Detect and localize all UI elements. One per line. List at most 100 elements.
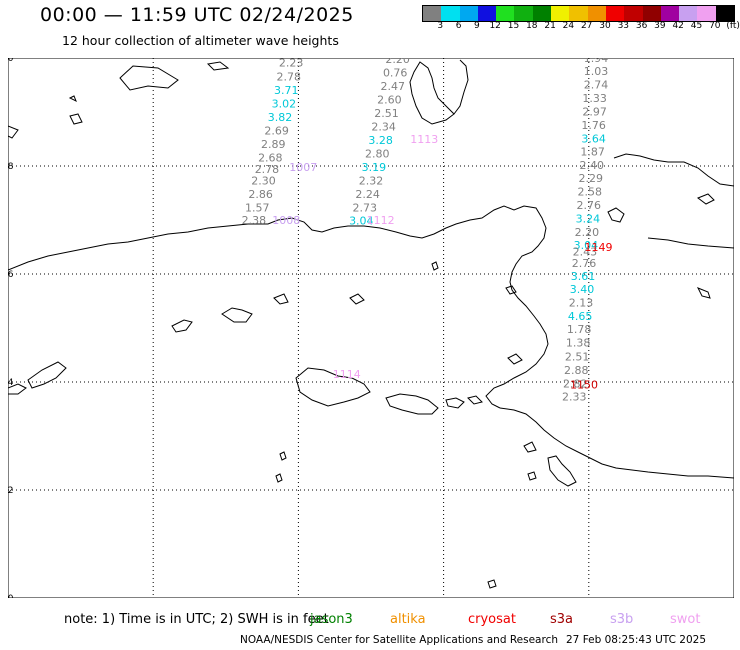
wave-height-value: 2.32 xyxy=(359,175,384,188)
wave-height-value: 2.38 xyxy=(242,214,267,227)
coastline-small-isle-1 xyxy=(68,95,77,103)
wave-height-value: 2.13 xyxy=(569,297,594,310)
coastline-isle-5 xyxy=(221,307,253,323)
coastline-menorca xyxy=(206,61,230,71)
wave-height-value: 2.43 xyxy=(573,245,598,258)
legend-label: 42 xyxy=(672,21,684,31)
wave-height-value: 2.20 xyxy=(385,58,410,66)
wave-height-value: 2.76 xyxy=(577,199,602,212)
track-id-label: 1114 xyxy=(333,368,361,381)
wave-height-value: 3.24 xyxy=(576,212,601,225)
legend-swatch xyxy=(441,6,460,21)
wave-height-value: 2.60 xyxy=(377,94,402,107)
legend-swatch xyxy=(587,6,606,21)
wave-height-value: 1.03 xyxy=(584,65,609,78)
wave-height-value: 2.40 xyxy=(579,159,604,172)
legend-label: 33 xyxy=(617,21,630,31)
coastline-italy-south xyxy=(647,237,734,249)
legend-swatch xyxy=(477,6,497,21)
wave-height-value: 2.78 xyxy=(255,163,280,176)
coastline-right-top xyxy=(696,193,715,205)
footer-timestamp: 27 Feb 08:25:43 UTC 2025 xyxy=(566,634,706,646)
wave-height-value: 0.76 xyxy=(383,67,408,80)
coastline-isle-8 xyxy=(27,361,67,389)
legend-label: 15 xyxy=(507,21,520,31)
map-frame xyxy=(8,58,734,598)
legend-label: 21 xyxy=(544,21,556,31)
wave-height-value: 2.33 xyxy=(562,391,587,404)
coastline-djerba xyxy=(295,367,371,407)
legend-label: 70 xyxy=(709,21,721,31)
coastline-spain xyxy=(8,125,19,139)
lat-tick-label: 34 xyxy=(8,378,14,388)
color-legend xyxy=(422,5,736,22)
coastline-balearic xyxy=(119,65,179,91)
coastline-isle-16 xyxy=(279,451,287,461)
wave-height-value: 2.68 xyxy=(258,151,283,164)
wave-height-value: 3.02 xyxy=(272,97,297,110)
legend-label: 3 xyxy=(437,21,444,31)
legend-label: 12 xyxy=(489,21,501,31)
satellite-name: cryosat xyxy=(468,612,516,627)
coastline-isle-3 xyxy=(467,395,483,405)
satellite-name: s3b xyxy=(610,612,634,627)
lat-tick-label: 40 xyxy=(8,58,14,64)
coastline-pantelleria xyxy=(696,287,711,299)
graticule xyxy=(8,58,734,598)
wave-height-value: 3.04 xyxy=(574,239,599,252)
wave-height-value: 1.33 xyxy=(582,92,607,105)
axis-ticks: 40383634323003691215 xyxy=(8,58,14,598)
wave-height-value: 3.64 xyxy=(581,132,606,145)
legend-swatch xyxy=(496,6,515,21)
legend-label: 39 xyxy=(654,21,666,31)
wave-height-value: 2.23 xyxy=(279,58,304,69)
coastline-isle-4 xyxy=(171,319,193,333)
wave-height-value: 3.61 xyxy=(571,270,596,283)
lat-tick-label: 38 xyxy=(8,162,14,172)
wave-height-value: 2.88 xyxy=(564,364,589,377)
wave-height-value: 1.94 xyxy=(584,58,609,65)
coastline-kerkennah xyxy=(385,393,439,415)
wave-height-value: 2.51 xyxy=(374,107,399,120)
lat-tick-label: 30 xyxy=(8,594,14,598)
legend-swatch xyxy=(532,6,552,21)
color-legend-labels: 3 6 9 12 15 18 21 24 27 30 33 36 39 42 45 70 (ft) xyxy=(422,21,739,33)
legend-label: 36 xyxy=(635,21,648,31)
coastline-isle-15 xyxy=(431,261,439,271)
track-id-label: 1008 xyxy=(272,214,300,227)
coastline-isle-13 xyxy=(527,471,537,481)
coastline-isle-9 xyxy=(8,383,27,395)
coastline-sardinia xyxy=(409,61,455,125)
legend-swatch xyxy=(551,6,570,21)
wave-height-value: 2.97 xyxy=(582,105,607,118)
wave-height-value: 2.74 xyxy=(584,78,609,91)
coastline-ibiza xyxy=(69,113,83,125)
legend-swatch xyxy=(624,6,643,21)
track-id-label: 1149 xyxy=(584,241,612,254)
satellite-note: note: 1) Time is in UTC; 2) SWH is in fe… xyxy=(64,612,700,627)
legend-swatch xyxy=(605,6,625,21)
wave-height-value: 3.19 xyxy=(362,161,387,174)
legend-label: 6 xyxy=(455,21,462,31)
wave-height-value: 2.51 xyxy=(565,351,590,364)
wave-height-value: 2.34 xyxy=(371,121,396,134)
satellite-name: altika xyxy=(390,612,426,627)
coastline-sicily-west xyxy=(453,59,469,115)
coastline xyxy=(8,59,734,589)
satellite-name: s3a xyxy=(550,612,574,627)
wave-height-value: 2.58 xyxy=(578,185,603,198)
legend-label: 30 xyxy=(599,21,611,31)
legend-label: 27 xyxy=(580,21,593,31)
wave-height-value: 4.65 xyxy=(568,310,593,323)
wave-height-value: 1.57 xyxy=(245,202,270,215)
coastline-north-africa xyxy=(8,205,549,409)
legend-swatch xyxy=(715,6,735,21)
coastline-isle-14 xyxy=(487,579,497,589)
track-id-label: 1007 xyxy=(289,161,317,174)
wave-height-value: 1.76 xyxy=(581,119,606,132)
wave-height-value: 2.89 xyxy=(261,138,286,151)
wave-height-value: 2.86 xyxy=(248,188,273,201)
track-id-label: 1113 xyxy=(410,133,438,146)
track-id-label: 1150 xyxy=(570,379,598,392)
page-subtitle: 12 hour collection of altimeter wave hei… xyxy=(62,33,339,48)
